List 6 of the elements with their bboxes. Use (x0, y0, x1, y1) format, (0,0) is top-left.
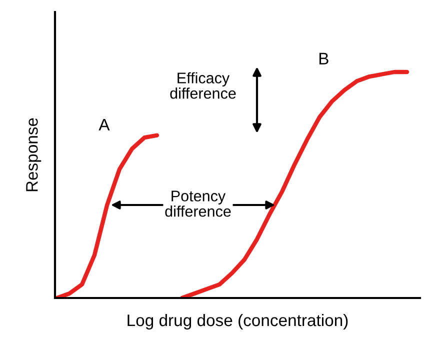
series-label: A (98, 118, 110, 130)
x-axis-title: Log drug dose (concentration) (128, 314, 348, 330)
annotation: Potency difference (165, 190, 231, 217)
y-axis-title: Response (26, 118, 42, 192)
annotation: Efficacy difference (170, 72, 236, 99)
series-label: B (319, 52, 328, 64)
